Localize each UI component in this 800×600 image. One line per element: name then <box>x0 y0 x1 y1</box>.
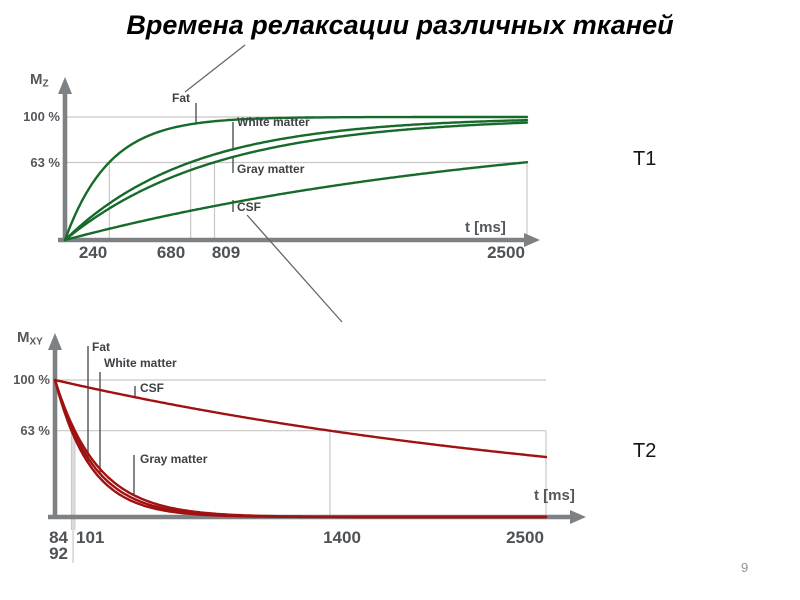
t2-xtick-101: 101 <box>76 528 105 547</box>
t1-y-axis-label-main: M <box>30 71 43 88</box>
t2-xtick-84: 84 <box>49 528 68 547</box>
t2-gray-matter-label: Gray matter <box>140 452 208 466</box>
t1-ytick-63: 63 % <box>30 155 60 170</box>
t1-ytick-100: 100 % <box>23 109 60 124</box>
t1-x-axis-unit: [ms] <box>474 219 506 236</box>
t2-white-matter-label: White matter <box>104 356 177 370</box>
t1-side-label: T1 <box>633 148 657 170</box>
t1-xtick-2500: 2500 <box>487 243 525 262</box>
t1-white-matter-label: White matter <box>237 115 310 129</box>
t1-xtick-680: 680 <box>156 243 186 262</box>
t2-side-label: T2 <box>633 440 657 462</box>
t2-x-axis-label: t [ms] <box>534 487 575 505</box>
t2-ytick-63: 63 % <box>20 423 50 438</box>
t2-x-axis-unit: [ms] <box>543 487 575 504</box>
t2-y-axis-label-main: M <box>17 329 30 346</box>
t2-csf-label: CSF <box>140 381 164 395</box>
t2-ytick-100: 100 % <box>13 372 50 387</box>
t2-fat-label: Fat <box>92 340 110 354</box>
t2-x-axis-var: t <box>534 487 539 504</box>
t1-gray-matter-label: Gray matter <box>237 162 305 176</box>
t1-y-axis-label: MZ <box>30 71 49 90</box>
t1-y-axis-label-sub: Z <box>42 78 49 90</box>
t1-x-axis-label: t [ms] <box>465 219 506 237</box>
t2-y-axis-label-sub: XY <box>29 336 43 348</box>
t1-xtick-240: 240 <box>78 243 108 262</box>
t1-xtick-809: 809 <box>211 243 241 262</box>
t2-xtick-2500: 2500 <box>506 528 544 547</box>
t1-csf-label: CSF <box>237 200 261 214</box>
t2-y-axis-label: MXY <box>17 329 43 348</box>
t2-xtick-92: 92 <box>49 544 68 563</box>
slide-title: Времена релаксации различных тканей <box>126 10 674 40</box>
t2-xtick-1400: 1400 <box>323 528 361 547</box>
page-number: 9 <box>741 560 749 575</box>
t1-x-axis-var: t <box>465 219 470 236</box>
t1-fat-label: Fat <box>172 91 190 105</box>
